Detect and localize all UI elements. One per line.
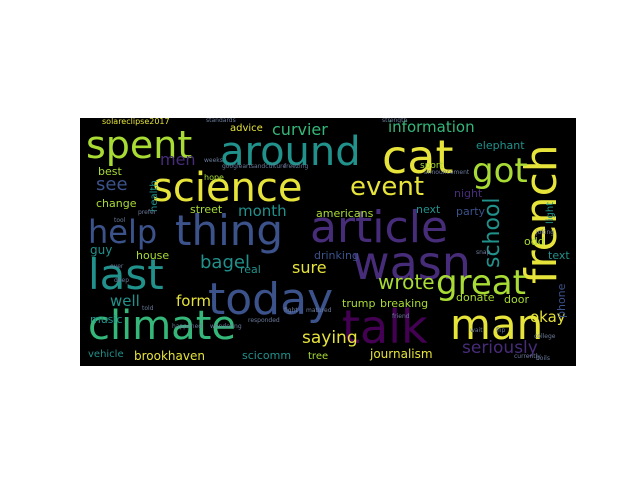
word-street: street: [190, 203, 223, 216]
word-standards: standards: [206, 118, 236, 124]
word-talk: talk: [342, 300, 428, 354]
word-announcement: announcement: [424, 169, 470, 176]
word-vehicle: vehicle: [88, 349, 124, 360]
word-wait: wait: [470, 327, 483, 334]
word-told: told: [142, 305, 154, 312]
word-curvier: curvier: [272, 120, 328, 139]
word-real: real: [240, 263, 261, 276]
word-deep: deep: [114, 277, 129, 284]
word-door: door: [504, 293, 529, 306]
word-school: school: [480, 197, 505, 268]
word-event: event: [350, 172, 425, 202]
word-solareclipse2017: solareclipse2017: [102, 118, 170, 126]
word-next: next: [416, 203, 441, 216]
word-phone: phone: [555, 283, 568, 318]
word-saying: saying: [302, 328, 358, 348]
word-friend: friend: [392, 313, 410, 320]
word-see: see: [96, 174, 128, 195]
word-month: month: [238, 202, 287, 220]
word-strength: strength: [382, 118, 408, 124]
word-information: information: [388, 118, 475, 136]
word-party: party: [456, 205, 486, 218]
word-flip: flip: [496, 327, 506, 334]
word-help: help: [88, 213, 158, 251]
word-trump: trump: [342, 297, 376, 310]
word-wrote: wrote: [378, 270, 435, 294]
word-fight: fight: [284, 307, 298, 314]
word-guy: guy: [90, 243, 113, 257]
word-brookhaven: brookhaven: [134, 349, 205, 363]
word-last: last: [88, 250, 164, 299]
word-today: today: [208, 274, 334, 325]
word-bagel: bagel: [200, 252, 250, 273]
word-okay: okay: [530, 308, 566, 326]
word-light: light: [545, 201, 556, 224]
word-scicomm: scicomm: [242, 349, 292, 362]
word-change: change: [96, 197, 137, 210]
word-currently: currently: [514, 353, 541, 360]
word-form: form: [176, 292, 211, 310]
word-googleartsandculture: googleartsandculture: [222, 163, 287, 170]
word-elephant: elephant: [476, 139, 525, 152]
word-sport: sport: [420, 161, 444, 171]
word-hope: hope: [204, 173, 224, 182]
word-seriously: seriously: [462, 338, 538, 358]
word-happened: happened: [172, 323, 203, 330]
word-wasn: wasn: [352, 236, 471, 290]
word-joking: joking: [536, 229, 555, 236]
word-great: great: [436, 263, 526, 303]
word-wondering: wondering: [210, 323, 242, 330]
word-science: science: [152, 165, 303, 211]
word-drinking: drinking: [314, 249, 359, 262]
word-breaking: breaking: [380, 297, 429, 310]
word-got: got: [472, 151, 528, 191]
word-advice: advice: [230, 123, 263, 134]
word-spent: spent: [86, 123, 193, 167]
word-responded: responded: [248, 317, 280, 324]
word-sure: sure: [292, 258, 327, 277]
word-thing: thing: [175, 206, 284, 255]
word-around: around: [220, 129, 361, 175]
word-night: night: [454, 187, 483, 200]
word-matured: matured: [306, 307, 332, 314]
word-tree: tree: [308, 351, 329, 362]
word-man: man: [450, 300, 544, 349]
word-tool: tool: [114, 217, 126, 224]
word-snap: snap: [476, 249, 491, 256]
word-house: house: [136, 249, 170, 262]
word-prefer: prefer: [138, 209, 157, 216]
word-music: music: [90, 313, 123, 326]
word-health: health: [149, 180, 160, 212]
word-well: well: [110, 292, 140, 310]
word-climate: climate: [88, 303, 236, 349]
word-freezing: freezing: [284, 163, 309, 170]
word-cloud: science french cat around article thing …: [80, 118, 576, 366]
word-boils: boils: [536, 355, 550, 362]
word-odd: odd: [524, 235, 545, 248]
word-ever: ever: [110, 263, 124, 270]
word-cat: cat: [382, 130, 454, 184]
word-text: text: [548, 249, 570, 262]
word-journalism: journalism: [370, 347, 433, 361]
word-donate: donate: [456, 291, 495, 304]
word-men: men: [160, 150, 196, 169]
word-college: college: [534, 333, 556, 340]
word-weeks: weeks: [204, 157, 223, 164]
word-article: article: [310, 202, 449, 253]
word-best: best: [98, 165, 122, 178]
word-americans: americans: [316, 207, 374, 220]
